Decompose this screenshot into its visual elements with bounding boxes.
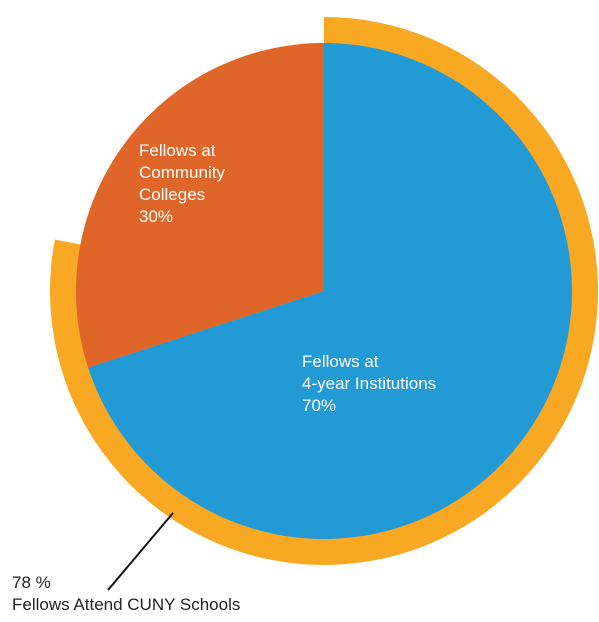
slice-1-label-line-3: 30% <box>139 207 173 226</box>
annotation-leader-line <box>107 512 174 591</box>
slice-1-label-line-0: Fellows at <box>139 141 216 160</box>
slice-0-label-line-2: 70% <box>302 396 336 415</box>
slice-1-label-line-2: Colleges <box>139 185 205 204</box>
slice-1-label-line-1: Community <box>139 163 225 182</box>
pie-slice-0 <box>88 43 572 539</box>
annotation-value: 78 % <box>12 573 51 592</box>
pie-slice-1 <box>75 43 325 368</box>
slice-0-label-line-0: Fellows at <box>302 352 379 371</box>
annotation-label: Fellows Attend CUNY Schools <box>12 595 240 614</box>
slice-0-label-line-1: 4-year Institutions <box>302 374 436 393</box>
